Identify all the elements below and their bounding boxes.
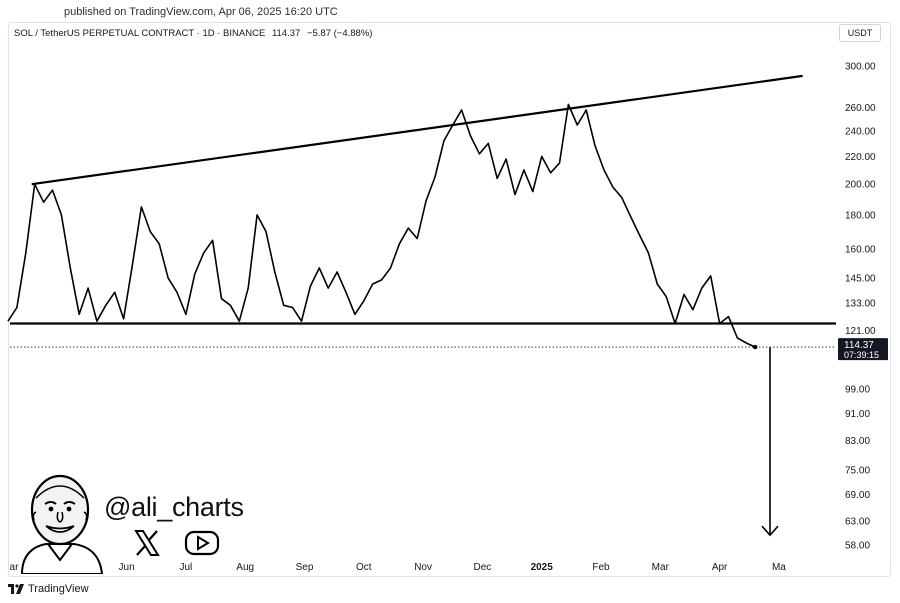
y-tick-label: 121.00: [845, 326, 876, 337]
resistance-trendline: [31, 74, 803, 186]
x-tick-label: Apr: [712, 562, 728, 573]
last-price: 114.37: [271, 28, 301, 39]
axis-ticks: 300.00 260.00 240.00 220.00 200.00 180.00 160.…: [10, 62, 876, 574]
y-tick-label: 75.00: [845, 466, 870, 477]
last-price-dot: [752, 344, 758, 350]
youtube-icon[interactable]: [184, 528, 220, 558]
x-tick-label: Feb: [592, 562, 610, 573]
y-tick-label: 133.00: [845, 299, 876, 310]
x-tick-label: Oct: [356, 562, 372, 573]
currency-badge[interactable]: USDT: [839, 24, 881, 42]
tradingview-logo: [8, 584, 24, 594]
published-note: published on TradingView.com, Apr 06, 20…: [64, 6, 338, 18]
y-tick-label: 58.00: [845, 541, 870, 552]
x-tick-label: Dec: [474, 562, 492, 573]
y-tick-label: 63.00: [845, 516, 870, 527]
tradingview-footer[interactable]: TradingView: [8, 583, 89, 595]
x-tick-label: Jun: [119, 562, 135, 573]
price-change: −5.87 (−4.88%): [306, 28, 373, 39]
author-handle[interactable]: @ali_charts: [104, 492, 244, 522]
target-arrow-head: [761, 525, 779, 537]
y-tick-label: 260.00: [845, 103, 876, 114]
chart-frame: [8, 22, 891, 577]
avatar-illustration: [20, 474, 104, 574]
price-tag-box: [838, 338, 888, 361]
tradingview-wordmark: TradingView: [28, 583, 89, 595]
y-tick-label: 160.00: [845, 245, 876, 256]
symbol-header: SOL / TetherUS PERPETUAL CONTRACT · 1D ·…: [14, 28, 376, 39]
y-tick-label: 180.00: [845, 210, 876, 221]
y-tick-label: 240.00: [845, 127, 876, 138]
x-tick-label: Mar: [652, 562, 670, 573]
y-tick-label: 83.00: [845, 436, 870, 447]
y-tick-label: 300.00: [845, 62, 876, 73]
x-tick-label: Aug: [236, 562, 254, 573]
price-tag-value: 114.37: [844, 340, 874, 351]
x-tick-label: Sep: [296, 562, 314, 573]
y-tick-label: 220.00: [845, 152, 876, 163]
price-line: [7, 103, 756, 348]
price-series: [7, 103, 758, 350]
x-tick-label: 2025: [531, 562, 554, 573]
annotations: [10, 74, 836, 537]
y-tick-label: 200.00: [845, 180, 876, 191]
x-icon[interactable]: [132, 528, 162, 558]
y-tick-label: 91.00: [845, 409, 870, 420]
x-tick-label: Jul: [180, 562, 193, 573]
symbol-name[interactable]: SOL / TetherUS PERPETUAL CONTRACT · 1D ·…: [14, 28, 266, 39]
price-tag-countdown: 07:39:15: [844, 350, 879, 360]
y-tick-label: 145.00: [845, 273, 876, 284]
x-tick-label: Ma: [772, 562, 786, 573]
x-tick-label: ar: [10, 562, 20, 573]
y-tick-label: 99.00: [845, 385, 870, 396]
x-tick-label: Nov: [414, 562, 432, 573]
y-tick-label: 69.00: [845, 490, 870, 501]
